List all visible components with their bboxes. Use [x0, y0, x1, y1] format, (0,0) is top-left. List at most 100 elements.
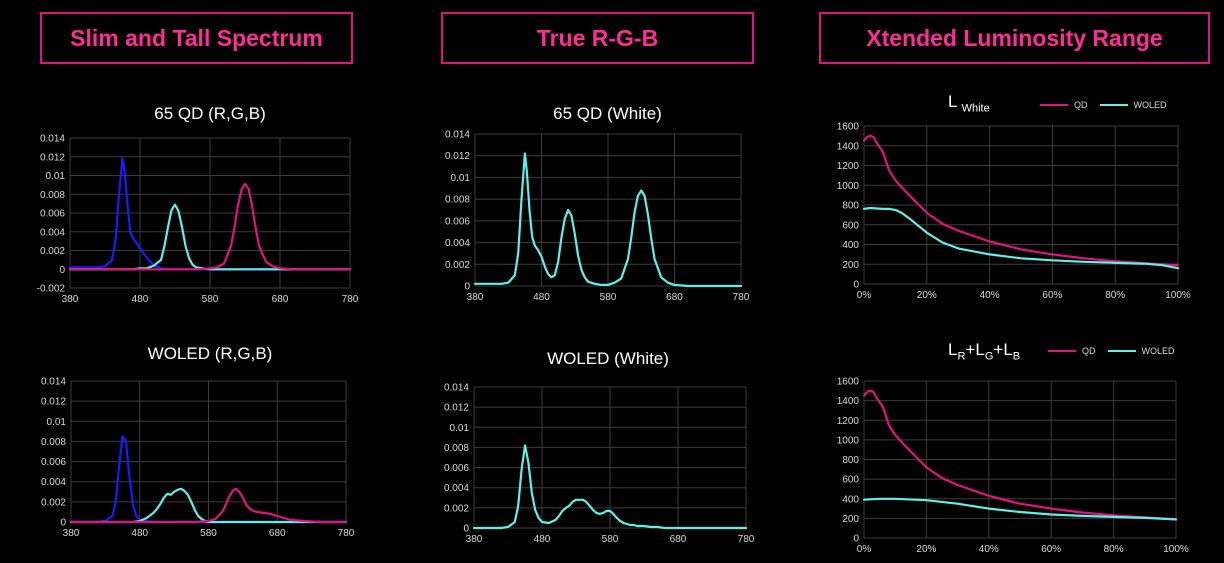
x-tick-label: 100% [1163, 544, 1189, 555]
lum-title-rgb-l1: L [948, 340, 958, 359]
x-tick-label: 40% [980, 290, 1000, 301]
y-tick-label: 0.004 [444, 483, 469, 494]
y-tick-label: 0.006 [41, 457, 66, 468]
x-tick-label: 680 [269, 528, 286, 539]
x-tick-label: 80% [1104, 544, 1124, 555]
y-tick-label: 0.01 [450, 423, 470, 434]
y-tick-label: 0.008 [40, 190, 65, 201]
y-tick-label: 0.014 [444, 383, 469, 394]
y-tick-label: 1200 [837, 161, 860, 172]
y-tick-label: 1200 [837, 416, 860, 427]
legend-swatch-woled [1107, 350, 1136, 352]
x-tick-label: 780 [342, 294, 359, 305]
x-tick-label: 580 [200, 528, 217, 539]
y-tick-label: 1600 [837, 122, 860, 133]
chart-title-qd-white: 65 QD (White) [553, 104, 662, 123]
x-tick-label: 380 [63, 528, 80, 539]
header-true-rgb: True R-G-B [441, 12, 754, 64]
series-line-qd [862, 134, 1180, 267]
x-tick-label: 100% [1165, 290, 1191, 301]
y-tick-label: 0.004 [41, 477, 66, 488]
lum-title-rgb: LR+LG+LB [948, 340, 1020, 362]
chart-title-woled-white: WOLED (White) [547, 349, 669, 368]
y-tick-label: 1400 [837, 141, 860, 152]
series-line-woled [862, 206, 1180, 270]
y-tick-label: 1000 [837, 435, 860, 446]
y-tick-label: 0.008 [444, 443, 469, 454]
x-tick-label: 480 [533, 292, 550, 303]
legend-label-woled: WOLED [1133, 100, 1167, 110]
lum-title-white-sub: White [961, 102, 990, 115]
series-line-s1 [473, 152, 743, 288]
x-tick-label: 680 [666, 292, 683, 303]
y-tick-label: 200 [842, 514, 859, 525]
x-tick-label: 480 [131, 528, 148, 539]
y-tick-label: 0.002 [41, 497, 66, 508]
y-tick-label: 600 [842, 475, 859, 486]
y-tick-label: 0.002 [444, 503, 469, 514]
lum-title-rgb-s2: G [984, 350, 994, 363]
lum-title-rgb-l3: L [1003, 340, 1013, 359]
x-tick-label: 680 [272, 294, 289, 305]
y-tick-label: 0.012 [445, 151, 470, 162]
x-tick-label: 80% [1105, 290, 1125, 301]
x-tick-label: 580 [600, 292, 617, 303]
y-tick-label: 1600 [837, 377, 860, 388]
lum-title-rgb-l2: L [975, 340, 985, 359]
chart-title-qd-rgb: 65 QD (R,G,B) [154, 104, 266, 123]
y-tick-label: 0.01 [451, 173, 471, 184]
legend-swatch-qd [1040, 104, 1068, 106]
x-tick-label: 580 [202, 294, 219, 305]
y-tick-label: 0.006 [40, 209, 65, 220]
y-tick-label: 0.01 [47, 417, 67, 428]
lum-title-rgb-s1: R [957, 350, 966, 363]
y-tick-label: 0.004 [40, 227, 65, 238]
lum-title-white-main: L [948, 92, 957, 111]
legend-label-woled: WOLED [1141, 346, 1175, 356]
header-slim-tall-spectrum: Slim and Tall Spectrum [40, 12, 353, 64]
y-tick-label: 0.012 [444, 403, 469, 414]
x-tick-label: 380 [62, 294, 79, 305]
y-tick-label: 0.006 [445, 216, 470, 227]
x-tick-label: 780 [738, 534, 755, 545]
legend-lum-white: QD WOLED [1040, 100, 1167, 110]
series-line-s3 [68, 182, 352, 271]
y-tick-label: 0.014 [40, 134, 65, 145]
x-tick-label: 40% [979, 544, 999, 555]
y-tick-label: 0 [59, 265, 65, 276]
y-tick-label: 0 [853, 534, 859, 545]
x-tick-label: 20% [916, 544, 936, 555]
y-tick-label: 0 [853, 280, 859, 291]
y-tick-label: 0.006 [444, 463, 469, 474]
legend-swatch-qd [1048, 350, 1076, 352]
y-tick-label: 0 [464, 282, 470, 293]
y-tick-label: 0.014 [445, 130, 470, 141]
y-tick-label: 0.012 [40, 152, 65, 163]
y-tick-label: 1000 [837, 181, 860, 192]
chart-title-woled-rgb: WOLED (R,G,B) [147, 344, 273, 363]
x-tick-label: 380 [466, 534, 483, 545]
header-xtended-luminosity: Xtended Luminosity Range [819, 12, 1210, 64]
legend-lum-rgb: QD WOLED [1048, 346, 1175, 356]
y-tick-label: 0.002 [40, 246, 65, 257]
y-tick-label: 400 [842, 494, 859, 505]
y-tick-label: 0.008 [41, 437, 66, 448]
x-tick-label: 60% [1041, 544, 1061, 555]
lum-title-rgb-plus1: + [965, 340, 976, 359]
x-tick-label: 0% [857, 544, 872, 555]
x-tick-label: 380 [467, 292, 484, 303]
legend-label-qd: QD [1082, 346, 1096, 356]
x-tick-label: 0% [857, 290, 872, 301]
y-tick-label: 0.008 [445, 195, 470, 206]
y-tick-label: 1400 [837, 396, 860, 407]
x-tick-label: 780 [338, 528, 355, 539]
x-tick-label: 680 [670, 534, 687, 545]
y-tick-label: 0.01 [46, 171, 66, 182]
y-tick-label: 0.004 [445, 238, 470, 249]
x-tick-label: 20% [917, 290, 937, 301]
y-tick-label: 0.014 [41, 377, 66, 388]
y-tick-label: 0 [463, 524, 469, 535]
